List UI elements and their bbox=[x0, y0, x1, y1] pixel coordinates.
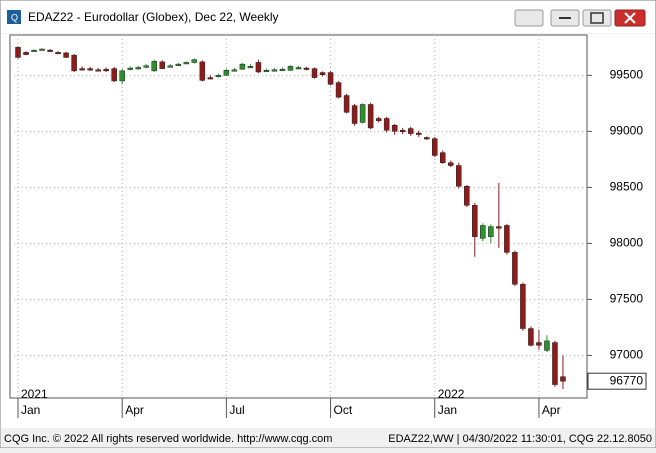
candle-body bbox=[496, 226, 502, 229]
candle-body bbox=[111, 68, 117, 82]
candle-body bbox=[143, 65, 149, 68]
candle-body bbox=[295, 67, 302, 70]
candle-body bbox=[367, 104, 374, 129]
candle-body bbox=[391, 124, 398, 132]
candle-body bbox=[464, 186, 470, 206]
candle-body bbox=[536, 342, 542, 346]
candle-body bbox=[15, 47, 21, 58]
candle-body bbox=[247, 66, 254, 69]
candle-body bbox=[319, 72, 326, 76]
candle-body bbox=[95, 69, 101, 72]
status-bar bbox=[1, 429, 655, 447]
candle-body bbox=[135, 67, 141, 70]
footer-right: EDAZ22,WW | 04/30/2022 11:30:01, CQG 22.… bbox=[388, 433, 652, 445]
year-label: 2021 bbox=[21, 387, 48, 401]
candle-body bbox=[560, 376, 566, 382]
candle-body bbox=[512, 252, 518, 285]
x-tick-label: Jul bbox=[229, 403, 244, 417]
icon-glyph: Q bbox=[11, 12, 18, 22]
candle-body bbox=[327, 72, 334, 85]
candle-body bbox=[167, 65, 174, 68]
candle-body bbox=[431, 138, 438, 156]
candle-body bbox=[47, 49, 53, 52]
candle-body bbox=[119, 70, 125, 82]
candle-body bbox=[71, 54, 77, 72]
title-bar bbox=[1, 1, 655, 33]
candle-body bbox=[271, 69, 278, 72]
candle-body bbox=[215, 75, 222, 78]
y-tick-label: 97500 bbox=[610, 292, 644, 306]
link-button[interactable] bbox=[514, 9, 544, 27]
candle-body bbox=[359, 104, 366, 123]
y-tick-label: 97000 bbox=[610, 348, 644, 362]
y-tick-label: 98000 bbox=[610, 236, 644, 250]
y-tick-label: 99500 bbox=[610, 68, 644, 82]
candle-body bbox=[335, 82, 342, 98]
candle-body bbox=[375, 118, 382, 121]
candle-body bbox=[31, 49, 37, 52]
candle-body bbox=[55, 52, 61, 55]
x-tick-label: Apr bbox=[542, 403, 561, 417]
candle-body bbox=[223, 70, 230, 76]
x-tick-label: Jan bbox=[21, 403, 40, 417]
candle-body bbox=[279, 68, 286, 71]
candle-body bbox=[255, 62, 262, 73]
candle-body bbox=[79, 68, 85, 71]
candle-body bbox=[183, 62, 190, 65]
last-price-label: 96770 bbox=[610, 373, 644, 387]
candle-body bbox=[287, 66, 294, 71]
y-tick-label: 98500 bbox=[610, 180, 644, 194]
candle-body bbox=[440, 152, 446, 163]
candle-body bbox=[504, 225, 510, 253]
window-title: EDAZ22 - Eurodollar (Globex), Dec 22, We… bbox=[28, 10, 279, 24]
candle-body bbox=[23, 52, 29, 55]
maximize-glyph bbox=[590, 12, 604, 24]
candle-body bbox=[383, 118, 390, 131]
candle-body bbox=[488, 226, 494, 237]
candle-body bbox=[127, 67, 133, 70]
last-price-box bbox=[587, 372, 647, 390]
candle-body bbox=[480, 225, 486, 239]
candle-body bbox=[207, 77, 214, 80]
x-tick-label: Oct bbox=[334, 403, 353, 417]
candle-body bbox=[303, 67, 310, 70]
maximize-button[interactable] bbox=[582, 9, 612, 27]
candle-body bbox=[263, 70, 270, 73]
candle-body bbox=[552, 342, 558, 385]
candle-body bbox=[191, 59, 198, 63]
candle-body bbox=[399, 129, 406, 132]
candle-body bbox=[231, 69, 238, 72]
candle-body bbox=[175, 63, 182, 66]
candle-body bbox=[87, 68, 93, 71]
footer-left: CQG Inc. © 2022 All rights reserved worl… bbox=[4, 433, 332, 445]
x-tick-label: Apr bbox=[125, 403, 144, 417]
candle-body bbox=[63, 52, 69, 58]
y-tick-label: 99000 bbox=[610, 124, 644, 138]
candle-body bbox=[239, 63, 246, 70]
candle-body bbox=[544, 340, 550, 351]
candle-body bbox=[199, 61, 206, 81]
candle-body bbox=[415, 132, 422, 135]
x-tick-label: Jan bbox=[438, 403, 457, 417]
candle-body bbox=[407, 128, 414, 134]
candle-body bbox=[528, 328, 534, 346]
candle-body bbox=[472, 205, 478, 237]
year-label: 2022 bbox=[438, 387, 465, 401]
candle-body bbox=[423, 137, 430, 140]
candle-body bbox=[456, 165, 462, 187]
candle-body bbox=[103, 68, 109, 72]
candle-body bbox=[448, 162, 454, 166]
candle-body bbox=[351, 105, 358, 124]
candle-body bbox=[311, 68, 318, 78]
close-glyph bbox=[624, 12, 636, 24]
candle-body bbox=[39, 48, 45, 51]
candle-body bbox=[343, 95, 350, 113]
candle-body bbox=[151, 61, 157, 72]
candle-body bbox=[520, 284, 526, 329]
app-icon bbox=[7, 10, 21, 24]
candle-body bbox=[159, 61, 166, 69]
chart-area bbox=[1, 34, 655, 428]
plot-frame bbox=[9, 34, 588, 399]
